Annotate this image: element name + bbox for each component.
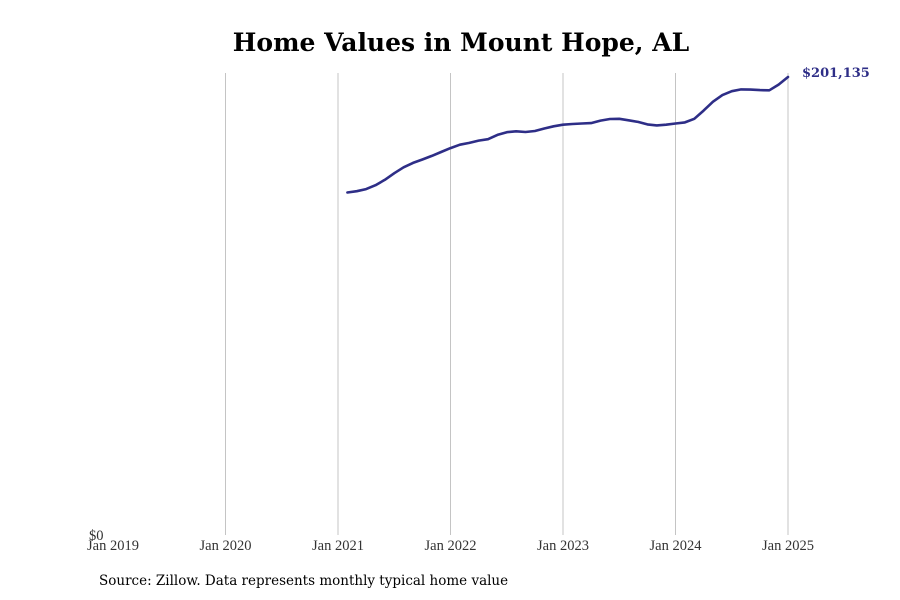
y-tick-label: $0 [89,528,104,544]
x-tick-label: Jan 2025 [762,538,814,554]
x-tick-label: Jan 2023 [537,538,589,554]
x-tick-label: Jan 2019 [87,538,139,554]
x-tick-label: Jan 2024 [650,538,703,554]
chart-title: Home Values in Mount Hope, AL [233,28,690,57]
source-note: Source: Zillow. Data represents monthly … [99,573,509,589]
home-value-line [346,75,790,194]
x-tick-label: Jan 2021 [312,538,364,554]
x-tick-label: Jan 2020 [200,538,252,554]
latest-value-label: $201,135 [802,66,870,81]
grid-lines [225,73,789,535]
x-axis-ticks: Jan 2019 Jan 2020 Jan 2021 Jan 2022 Jan 2023… [87,538,814,554]
x-tick-label: Jan 2022 [425,538,477,554]
